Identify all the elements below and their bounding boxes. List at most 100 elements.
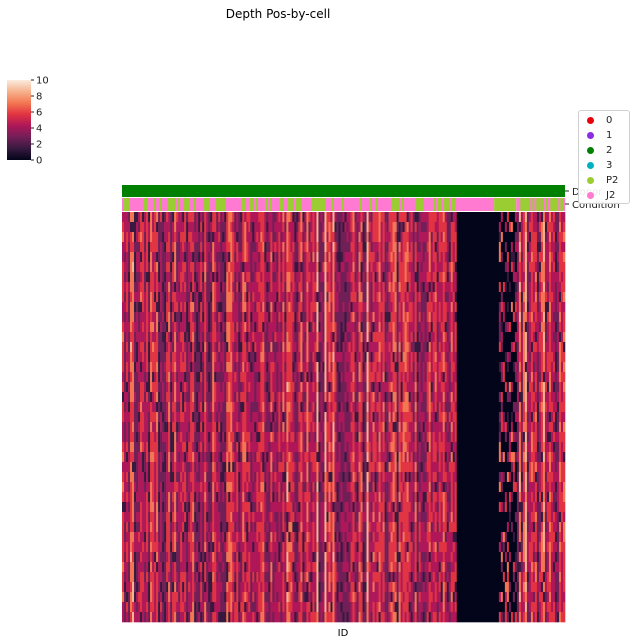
heatmap-cell bbox=[162, 292, 165, 303]
condition-annotation-cell bbox=[302, 198, 304, 211]
heatmap-cell bbox=[256, 462, 259, 473]
heatmap-cell bbox=[294, 442, 297, 453]
heatmap-cell bbox=[168, 442, 171, 453]
condition-annotation-cell bbox=[520, 198, 523, 211]
heatmap-cell bbox=[332, 222, 335, 233]
heatmap-cell bbox=[122, 292, 125, 303]
heatmap-cell bbox=[350, 572, 353, 583]
heatmap-cell bbox=[244, 332, 247, 343]
heatmap-cell bbox=[328, 332, 331, 343]
heatmap-cell bbox=[342, 602, 345, 613]
heatmap-cell bbox=[260, 352, 263, 363]
heatmap-cell bbox=[258, 602, 261, 613]
heatmap-cell bbox=[282, 602, 285, 613]
heatmap-cell bbox=[170, 342, 173, 353]
heatmap-cell bbox=[300, 572, 303, 583]
heatmap-cell bbox=[242, 592, 245, 603]
heatmap-cell bbox=[224, 582, 227, 593]
heatmap-cell bbox=[214, 322, 217, 333]
heatmap-cell bbox=[200, 602, 203, 613]
heatmap-cell bbox=[226, 272, 229, 283]
heatmap-cell bbox=[208, 462, 211, 473]
heatmap-cell bbox=[302, 522, 305, 533]
heatmap-cell bbox=[168, 232, 171, 243]
heatmap-cell bbox=[136, 332, 139, 343]
heatmap-cell bbox=[124, 362, 127, 373]
heatmap-cell bbox=[130, 302, 133, 313]
heatmap-cell bbox=[150, 272, 153, 283]
heatmap-cell bbox=[196, 442, 199, 453]
heatmap-cell bbox=[334, 522, 337, 533]
heatmap-cell bbox=[188, 442, 191, 453]
heatmap-cell bbox=[244, 242, 247, 253]
heatmap-cell bbox=[178, 582, 181, 593]
heatmap-cell bbox=[152, 342, 155, 353]
heatmap-cell bbox=[332, 552, 335, 563]
heatmap-cell bbox=[126, 592, 129, 603]
heatmap-cell bbox=[290, 242, 293, 253]
heatmap-cell bbox=[202, 562, 205, 573]
heatmap-cell bbox=[276, 572, 279, 583]
heatmap-cell bbox=[296, 392, 299, 403]
heatmap-cell bbox=[314, 242, 317, 253]
heatmap-cell bbox=[322, 242, 325, 253]
heatmap-cell bbox=[210, 302, 213, 313]
heatmap-cell bbox=[256, 592, 259, 603]
heatmap-cell bbox=[132, 532, 135, 543]
heatmap-cell bbox=[190, 482, 193, 493]
heatmap-cell bbox=[174, 472, 177, 483]
heatmap-cell bbox=[190, 242, 193, 253]
heatmap-cell bbox=[262, 372, 265, 383]
heatmap-cell bbox=[178, 362, 181, 373]
heatmap-cell bbox=[300, 522, 303, 533]
heatmap-cell bbox=[200, 522, 203, 533]
condition-annotation-cell bbox=[132, 198, 135, 211]
heatmap-cell bbox=[140, 322, 143, 333]
heatmap-cell bbox=[300, 352, 303, 363]
heatmap-cell bbox=[166, 392, 169, 403]
heatmap-cell bbox=[290, 462, 293, 473]
heatmap-cell bbox=[298, 492, 301, 503]
heatmap-cell bbox=[296, 422, 299, 433]
heatmap-cell bbox=[314, 352, 317, 363]
heatmap-cell bbox=[188, 492, 191, 503]
heatmap-cell bbox=[168, 562, 171, 573]
heatmap-cell bbox=[156, 502, 159, 513]
condition-annotation-cell bbox=[149, 198, 152, 211]
heatmap-cell bbox=[278, 392, 281, 403]
heatmap-cell bbox=[184, 472, 187, 483]
heatmap-cell bbox=[264, 342, 267, 353]
heatmap-cell bbox=[314, 222, 317, 233]
heatmap-cell bbox=[284, 422, 287, 433]
heatmap-cell bbox=[144, 322, 147, 333]
condition-annotation-cell bbox=[248, 198, 251, 211]
heatmap-cell bbox=[162, 372, 165, 383]
condition-annotation-cell bbox=[547, 198, 551, 211]
heatmap-cell bbox=[316, 322, 319, 333]
heatmap-cell bbox=[342, 442, 345, 453]
condition-annotation-cell bbox=[435, 198, 437, 211]
condition-annotation-cell bbox=[122, 198, 125, 211]
heatmap-cell bbox=[208, 422, 211, 433]
heatmap-cell bbox=[344, 592, 347, 603]
heatmap-cell bbox=[352, 532, 355, 543]
heatmap-cell bbox=[280, 552, 283, 563]
heatmap-cell bbox=[272, 422, 275, 433]
heatmap-cell bbox=[144, 452, 147, 463]
heatmap-cell bbox=[174, 372, 177, 383]
heatmap-cell bbox=[310, 462, 313, 473]
heatmap-cell bbox=[342, 382, 345, 393]
heatmap-cell bbox=[128, 512, 131, 523]
heatmap-cell bbox=[146, 602, 149, 613]
condition-annotation-cell bbox=[148, 198, 150, 211]
heatmap-cell bbox=[214, 612, 217, 623]
heatmap-cell bbox=[290, 532, 293, 543]
heatmap-cell bbox=[300, 492, 303, 503]
heatmap-cell bbox=[242, 372, 245, 383]
heatmap-cell bbox=[174, 292, 177, 303]
heatmap-cell bbox=[232, 252, 235, 263]
heatmap-cell bbox=[124, 502, 127, 513]
heatmap-cell bbox=[138, 592, 141, 603]
heatmap-cell bbox=[236, 612, 239, 623]
heatmap-cell bbox=[334, 352, 337, 363]
